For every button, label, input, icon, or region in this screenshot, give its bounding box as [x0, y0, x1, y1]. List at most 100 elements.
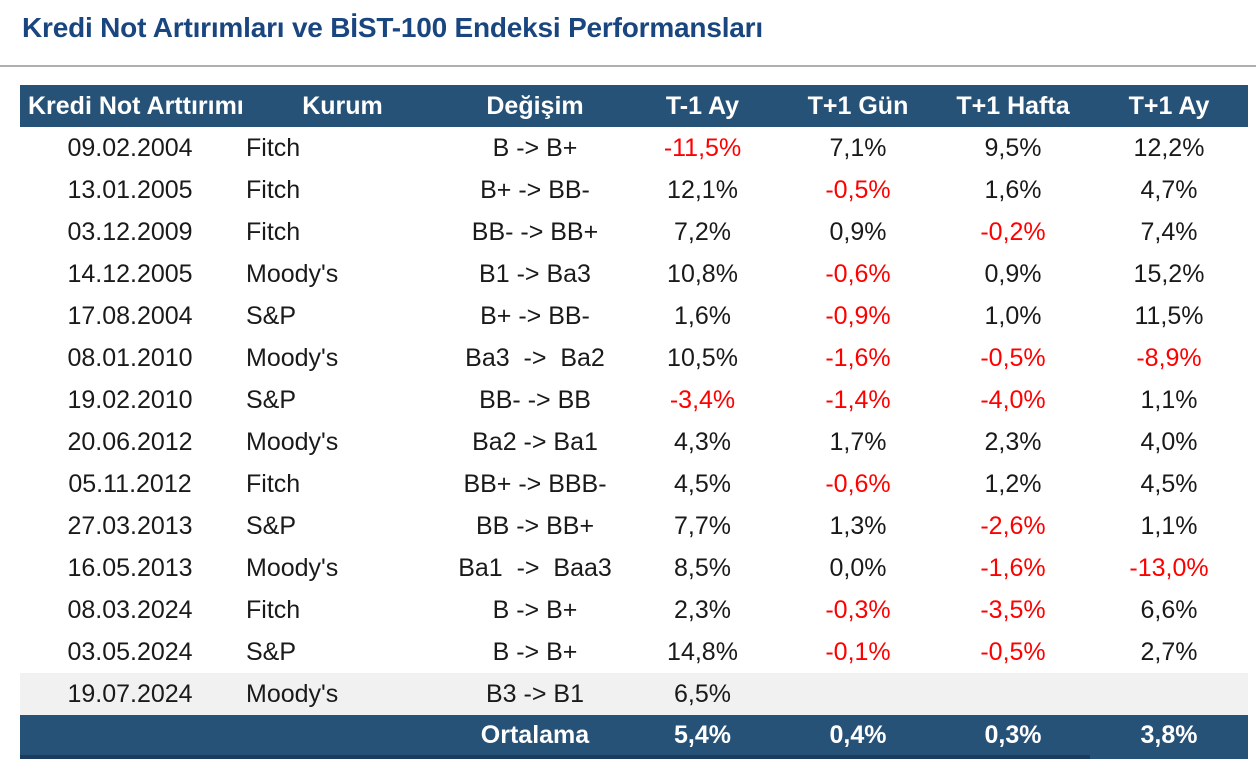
table-cell: 19.07.2024: [67, 679, 193, 708]
table-row: 19.02.2010 S&P BB- -> BB -3,4% -1,4% -4,0% 1,1…: [20, 379, 1248, 421]
table-cell: B1 -> Ba3: [479, 259, 591, 288]
table-cell: Fitch: [246, 469, 301, 498]
table-cell: 1,3%: [829, 511, 887, 540]
table-cell: B -> B+: [492, 133, 578, 162]
table-cell: 2,3%: [674, 595, 731, 624]
table-cell: 12,1%: [667, 175, 738, 204]
table-cell: 16.05.2013: [67, 553, 193, 582]
table-cell: BB+ -> BBB-: [463, 469, 607, 498]
table-cell: S&P: [246, 385, 297, 414]
table-cell: Ba2 -> Ba1: [472, 427, 598, 456]
table-cell: B -> B+: [492, 637, 578, 666]
table-cell: 2,3%: [984, 427, 1042, 456]
table-row: 08.03.2024 Fitch B -> B+ 2,3% -0,3% -3,5% 6,6%: [20, 589, 1248, 631]
title-divider: [0, 65, 1256, 67]
table-cell: Fitch: [246, 217, 301, 246]
table-cell: 0,0%: [829, 553, 887, 582]
table-cell: 9,5%: [984, 133, 1042, 162]
table-cell: 4,5%: [1140, 469, 1198, 498]
table-cell: -11,5%: [663, 133, 742, 162]
table-cell: 6,6%: [1140, 595, 1198, 624]
column-header-1: Kredi Not Arttırımı: [28, 91, 244, 120]
table-cell: S&P: [246, 637, 297, 666]
table-cell: -0,5%: [825, 175, 891, 204]
table-cell: 4,0%: [1140, 427, 1198, 456]
table-cell: 4,3%: [674, 427, 731, 456]
column-header-3: Değişim: [486, 91, 584, 120]
table-cell: 17.08.2004: [67, 301, 193, 330]
table-cell: -0,2%: [980, 217, 1046, 246]
table-cell: BB- -> BB: [479, 385, 591, 414]
table-cell: Moody's: [246, 427, 339, 456]
table-header-row: Kredi Not Arttırımı Kurum Değişim T-1 Ay T+1…: [20, 85, 1248, 127]
table-cell: 03.05.2024: [67, 637, 193, 666]
table-cell: 7,7%: [674, 511, 731, 540]
ratings-table: Kredi Not Arttırımı Kurum Değişim T-1 Ay T+1…: [20, 85, 1248, 759]
table-cell: 27.03.2013: [67, 511, 193, 540]
table-cell: 14.12.2005: [67, 259, 193, 288]
table-cell: -0,5%: [980, 637, 1046, 666]
column-header-4: T-1 Ay: [665, 91, 740, 120]
table-cell: Moody's: [246, 679, 339, 708]
table-cell: 08.03.2024: [67, 595, 193, 624]
table-row: 19.07.2024 Moody's B3 -> B1 6,5%: [20, 673, 1248, 715]
column-header-2: Kurum: [302, 91, 383, 120]
table-cell: 03.12.2009: [67, 217, 193, 246]
table-cell: 1,6%: [674, 301, 731, 330]
table-cell: 12,2%: [1133, 133, 1205, 162]
table-cell: -4,0%: [980, 385, 1046, 414]
table-cell: -3,5%: [980, 595, 1046, 624]
table-cell: -0,6%: [825, 469, 891, 498]
table-cell: 0,9%: [984, 259, 1042, 288]
table-cell: B+ -> BB-: [480, 301, 590, 330]
table-cell: 11,5%: [1134, 301, 1204, 330]
table-cell: -3,4%: [669, 385, 736, 414]
table-body: 09.02.2004 Fitch B -> B+ -11,5% 7,1% 9,5% 12,2…: [20, 127, 1248, 715]
table-cell: 8,5%: [674, 553, 731, 582]
column-header-5: T+1 Gün: [807, 91, 909, 120]
table-cell: 1,6%: [984, 175, 1042, 204]
table-cell: Fitch: [246, 595, 301, 624]
table-cell: -0,1%: [825, 637, 891, 666]
table-cell: Moody's: [246, 259, 339, 288]
footer-edge-right: [1090, 755, 1248, 759]
table-cell: -0,3%: [825, 595, 891, 624]
footer-average-value: 5,4%: [674, 720, 731, 749]
table-cell: 1,1%: [1140, 385, 1198, 414]
table-cell: 0,9%: [829, 217, 887, 246]
table-cell: Fitch: [246, 175, 301, 204]
table-row: 05.11.2012 Fitch BB+ -> BBB- 4,5% -0,6% 1,2% 4…: [20, 463, 1248, 505]
table-cell: 7,1%: [829, 133, 887, 162]
column-header-7: T+1 Ay: [1128, 91, 1210, 120]
table-row: 08.01.2010 Moody's Ba3 -> Ba2 10,5% -1,6% -0,…: [20, 337, 1248, 379]
table-cell: -8,9%: [1136, 343, 1202, 372]
table-cell: 09.02.2004: [67, 133, 193, 162]
table-cell: Ba3 -> Ba2: [465, 343, 605, 372]
table-row: 16.05.2013 Moody's Ba1 -> Baa3 8,5% 0,0% -1,6…: [20, 547, 1248, 589]
table-cell: 7,2%: [674, 217, 731, 246]
table-cell: S&P: [246, 511, 297, 540]
table-cell: B+ -> BB-: [480, 175, 590, 204]
table-footer-edge: [20, 755, 1248, 759]
footer-label: Ortalama: [480, 720, 590, 749]
table-cell: 1,2%: [984, 469, 1042, 498]
table-cell: 20.06.2012: [67, 427, 193, 456]
table-row: 20.06.2012 Moody's Ba2 -> Ba1 4,3% 1,7% 2,3% 4…: [20, 421, 1248, 463]
table-row: 09.02.2004 Fitch B -> B+ -11,5% 7,1% 9,5% 12,2…: [20, 127, 1248, 169]
table-cell: 15,2%: [1133, 259, 1205, 288]
table-cell: 10,8%: [667, 259, 738, 288]
table-cell: Moody's: [246, 553, 339, 582]
table-cell: 6,5%: [674, 679, 731, 708]
table-cell: Ba1 -> Baa3: [458, 553, 612, 582]
table-cell: 14,8%: [667, 637, 738, 666]
table-row: 13.01.2005 Fitch B+ -> BB- 12,1% -0,5% 1,6% 4,…: [20, 169, 1248, 211]
table-cell: -1,6%: [980, 553, 1046, 582]
table-cell: -0,5%: [980, 343, 1046, 372]
table-cell: -1,6%: [825, 343, 891, 372]
table-cell: 2,7%: [1140, 637, 1198, 666]
table-cell: Fitch: [246, 133, 301, 162]
table-cell: -0,6%: [825, 259, 891, 288]
table-cell: 13.01.2005: [67, 175, 193, 204]
table-row: 03.05.2024 S&P B -> B+ 14,8% -0,1% -0,5% 2,7%: [20, 631, 1248, 673]
column-header-6: T+1 Hafta: [956, 91, 1070, 120]
